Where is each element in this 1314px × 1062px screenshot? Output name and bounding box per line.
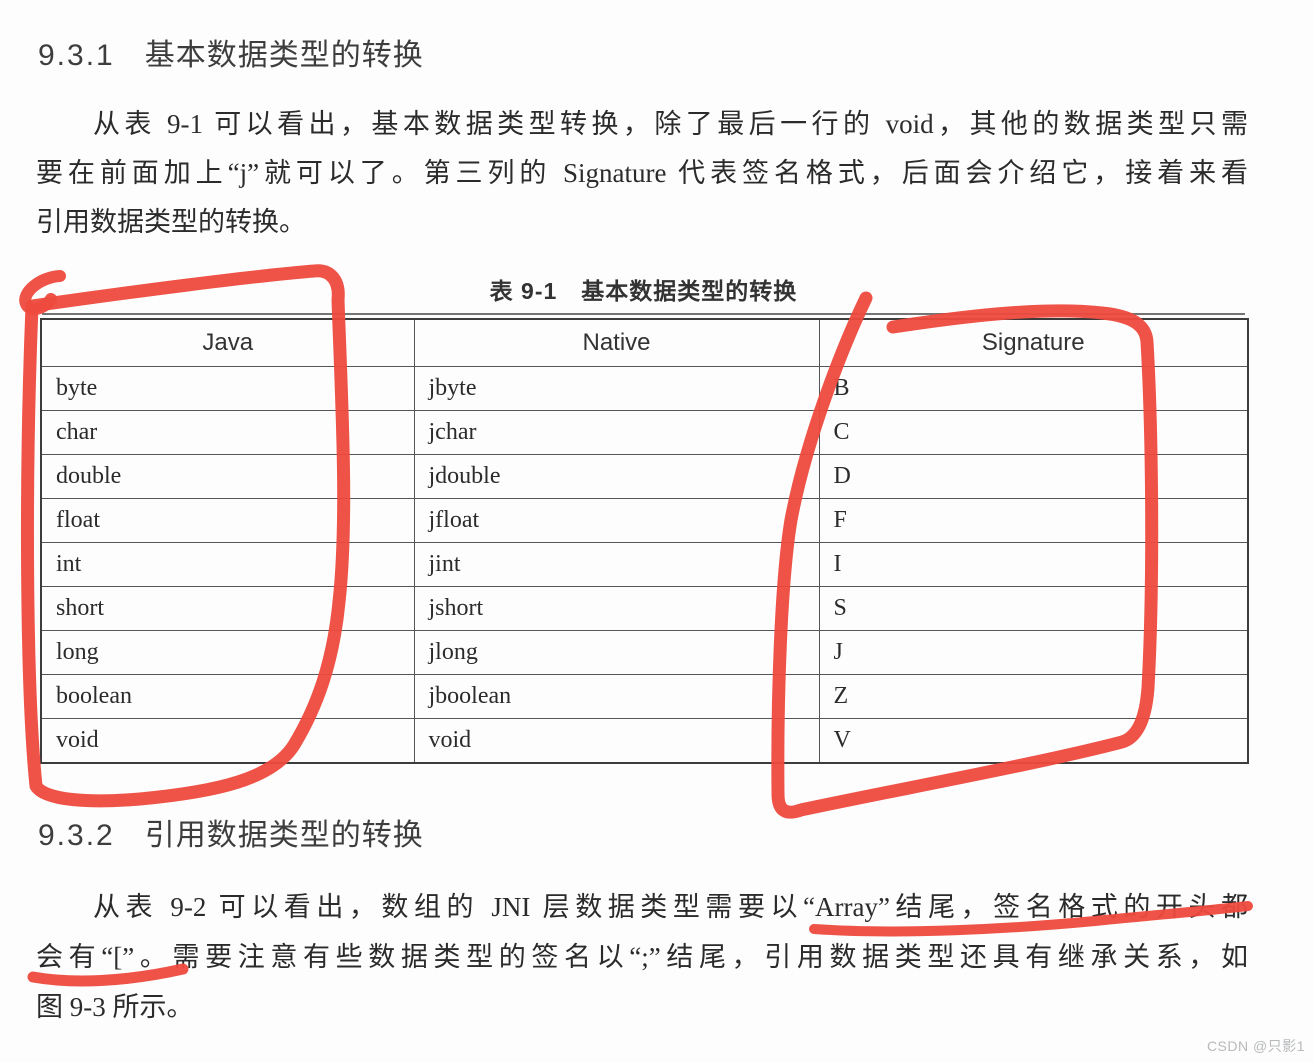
table-row: long jlong J [40, 630, 1249, 675]
table-row: short jshort S [40, 586, 1249, 631]
table-cell: short [40, 586, 415, 631]
table-cell: F [818, 498, 1249, 543]
table-row: void void V [40, 718, 1249, 764]
table-cell: Z [818, 674, 1249, 719]
table-cell: void [413, 718, 820, 764]
watermark: CSDN @只影1 [1206, 1038, 1305, 1054]
column-header-native: Native [413, 318, 820, 367]
column-header-java: Java [40, 318, 415, 367]
paragraph-line: 要在前面加上“j”就可以了。第三列的 Signature 代表签名格式，后面会介… [36, 158, 1248, 188]
table-cell: J [818, 630, 1249, 675]
table-cell: V [818, 718, 1249, 764]
column-header-signature: Signature [818, 318, 1249, 367]
table-cell: jfloat [413, 498, 820, 543]
table-cell: void [40, 718, 415, 764]
table-row: byte jbyte B [40, 366, 1249, 411]
paragraph-line: 图 9-3 所示。 [36, 992, 194, 1022]
table-cell: D [818, 454, 1249, 499]
table-cell: jboolean [413, 674, 820, 719]
table-row: double jdouble D [40, 454, 1249, 499]
table-cell: C [818, 410, 1249, 455]
section-title: 基本数据类型的转换 [144, 39, 424, 72]
paragraph-line: 引用数据类型的转换。 [36, 207, 306, 237]
section-title: 引用数据类型的转换 [144, 819, 424, 852]
table-row: boolean jboolean Z [40, 674, 1249, 719]
table-cell: float [40, 498, 415, 543]
section-number: 9.3.2 [38, 819, 115, 852]
table-cell: jdouble [413, 454, 820, 499]
table-cell: jbyte [413, 366, 820, 411]
section-heading-932: 9.3.2 引用数据类型的转换 [38, 810, 424, 854]
section-number: 9.3.1 [38, 39, 115, 72]
table-cell: int [40, 542, 415, 587]
table-caption: 表 9-1 基本数据类型的转换 [489, 278, 798, 304]
table-top-rule [42, 313, 1245, 315]
paragraph-1: 从表 9-1 可以看出，基本数据类型转换，除了最后一行的 void，其他的数据类… [36, 100, 1248, 247]
table-row: float jfloat F [40, 498, 1249, 543]
table-row: int jint I [40, 542, 1249, 587]
table-cell: jchar [413, 410, 820, 455]
table-cell: I [818, 542, 1249, 587]
table-cell: long [40, 630, 415, 675]
paragraph-line: 会有“[”。需要注意有些数据类型的签名以“;”结尾，引用数据类型还具有继承关系，… [36, 942, 1248, 972]
table-cell: S [818, 586, 1249, 631]
paragraph-line: 从表 9-1 可以看出，基本数据类型转换，除了最后一行的 void，其他的数据类… [93, 109, 1248, 139]
table-cell: double [40, 454, 415, 499]
paragraph-line: 从表 9-2 可以看出，数组的 JNI 层数据类型需要以“Array”结尾，签名… [93, 892, 1248, 922]
table-cell: char [40, 410, 415, 455]
table-cell: boolean [40, 674, 415, 719]
table-header-row: Java Native Signature [40, 318, 1249, 367]
table-cell: B [818, 366, 1249, 411]
table-cell: jshort [413, 586, 820, 631]
section-heading-931: 9.3.1 基本数据类型的转换 [38, 30, 424, 74]
table-cell: jint [413, 542, 820, 587]
table-row: char jchar C [40, 410, 1249, 455]
table-cell: jlong [413, 630, 820, 675]
paragraph-2: 从表 9-2 可以看出，数组的 JNI 层数据类型需要以“Array”结尾，签名… [36, 882, 1248, 1032]
table-cell: byte [40, 366, 415, 411]
